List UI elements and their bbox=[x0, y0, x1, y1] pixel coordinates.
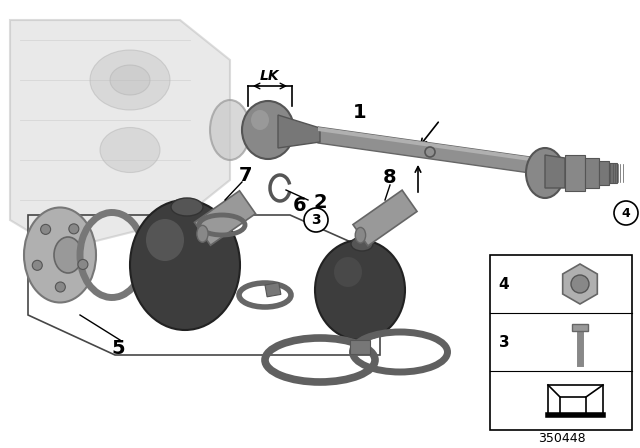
Bar bbox=[265, 283, 281, 297]
Bar bbox=[350, 340, 370, 354]
Ellipse shape bbox=[146, 219, 184, 261]
Ellipse shape bbox=[526, 148, 564, 198]
Polygon shape bbox=[545, 155, 565, 188]
Ellipse shape bbox=[90, 50, 170, 110]
Polygon shape bbox=[318, 127, 530, 161]
Text: 3: 3 bbox=[311, 213, 321, 227]
Text: 6: 6 bbox=[293, 195, 307, 215]
Polygon shape bbox=[563, 264, 597, 304]
Polygon shape bbox=[353, 190, 417, 246]
Bar bbox=[565, 155, 585, 191]
Circle shape bbox=[614, 201, 638, 225]
Text: 7: 7 bbox=[239, 165, 253, 185]
Text: 3: 3 bbox=[499, 335, 509, 349]
Circle shape bbox=[40, 224, 51, 234]
Text: 8: 8 bbox=[383, 168, 397, 186]
Circle shape bbox=[69, 224, 79, 234]
Bar bbox=[490, 255, 632, 430]
Ellipse shape bbox=[197, 225, 208, 242]
Bar bbox=[572, 324, 588, 331]
Ellipse shape bbox=[110, 65, 150, 95]
Ellipse shape bbox=[130, 200, 240, 330]
Polygon shape bbox=[278, 115, 320, 148]
Bar bbox=[599, 161, 609, 185]
Text: 4: 4 bbox=[621, 207, 630, 220]
Bar bbox=[609, 163, 617, 183]
Text: 5: 5 bbox=[111, 339, 125, 358]
Ellipse shape bbox=[242, 101, 294, 159]
Ellipse shape bbox=[171, 198, 203, 216]
Polygon shape bbox=[318, 127, 530, 173]
Circle shape bbox=[55, 282, 65, 292]
Text: LK: LK bbox=[260, 69, 280, 83]
Circle shape bbox=[571, 275, 589, 293]
Polygon shape bbox=[10, 20, 230, 250]
Bar bbox=[585, 158, 599, 188]
Text: 4: 4 bbox=[499, 276, 509, 292]
Circle shape bbox=[32, 260, 42, 270]
Ellipse shape bbox=[24, 207, 96, 302]
Text: 1: 1 bbox=[353, 103, 367, 121]
Ellipse shape bbox=[54, 237, 82, 273]
Circle shape bbox=[304, 208, 328, 232]
Text: 350448: 350448 bbox=[538, 431, 586, 444]
Circle shape bbox=[78, 259, 88, 269]
Ellipse shape bbox=[351, 237, 373, 251]
Ellipse shape bbox=[315, 240, 405, 340]
Ellipse shape bbox=[100, 128, 160, 172]
Ellipse shape bbox=[334, 257, 362, 287]
Polygon shape bbox=[195, 191, 255, 245]
Text: 2: 2 bbox=[313, 193, 327, 211]
Ellipse shape bbox=[210, 100, 250, 160]
Ellipse shape bbox=[251, 110, 269, 130]
Ellipse shape bbox=[355, 228, 365, 243]
